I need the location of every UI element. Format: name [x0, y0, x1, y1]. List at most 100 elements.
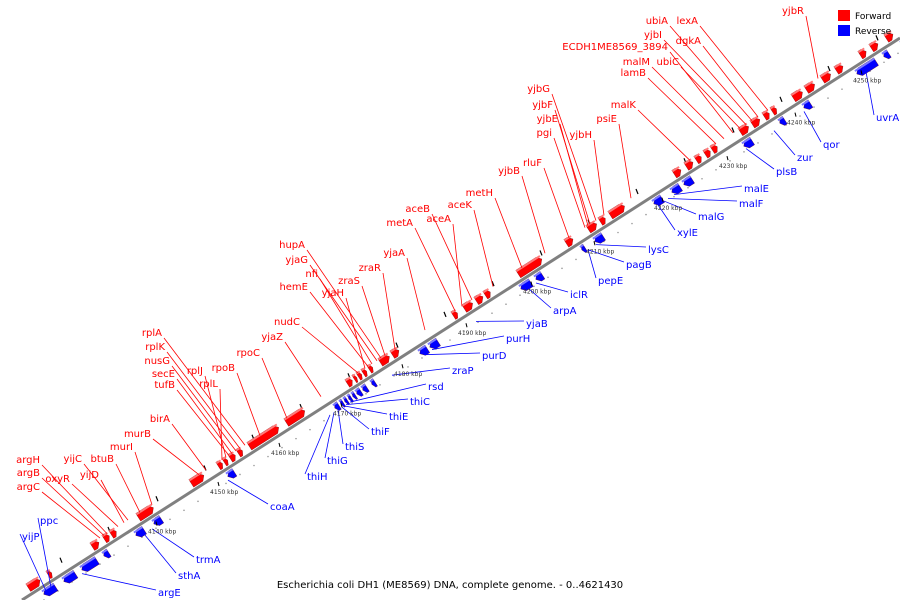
leader-line: [19, 533, 49, 596]
gene-arrow-forward: [227, 451, 236, 463]
tick-mark: [155, 496, 159, 502]
gene-label: plsB: [776, 167, 797, 178]
leader-line: [587, 249, 597, 279]
gene-arrow-forward: [883, 30, 894, 43]
leader-line: [667, 198, 738, 202]
gene-arrow-reverse: [669, 183, 683, 195]
gene-label: ECDH1ME8569_3894: [562, 42, 668, 53]
tick-dot: [309, 428, 311, 431]
gene-arrow-reverse: [518, 278, 534, 291]
gene-arrow-forward: [563, 235, 574, 248]
leader-line: [452, 223, 463, 307]
gene-arrow-reverse: [579, 243, 588, 253]
tick-mark: [661, 197, 664, 202]
legend: Forward Reverse: [838, 10, 892, 37]
gene-arrow-forward: [702, 147, 711, 159]
tick-dot: [155, 527, 157, 530]
leader-line: [143, 533, 177, 574]
gene-label: rplK: [145, 342, 165, 353]
genome-backbone: [21, 36, 900, 600]
gene-label: yjbI: [644, 30, 662, 41]
gene-arrow-reverse: [332, 401, 342, 411]
gene-label: sthA: [178, 571, 200, 582]
gene-label: rluF: [523, 158, 542, 169]
label-leaders: [19, 15, 875, 596]
gene-arrow-forward: [450, 309, 458, 320]
gene-arrow-forward: [235, 446, 243, 458]
gene-label: aceK: [448, 200, 473, 211]
leader-line: [171, 365, 237, 452]
tick-mark: [875, 35, 879, 41]
tick-dot: [687, 186, 689, 189]
gene-label: lysC: [648, 245, 669, 256]
gene-label: nfi: [305, 269, 318, 280]
gene-label: thiH: [307, 472, 328, 483]
gene-label: rplA: [142, 328, 162, 339]
leader-line: [261, 357, 288, 419]
tick-dot: [743, 151, 745, 153]
tick-dot: [617, 231, 619, 234]
tick-mark: [726, 156, 729, 161]
leader-line: [284, 341, 322, 397]
gene-label: pgi: [537, 128, 552, 139]
gene-arrow-forward: [769, 104, 777, 116]
leader-line: [543, 167, 570, 239]
tick-dot: [729, 160, 731, 162]
tick-label: 4170 kbp: [333, 410, 361, 417]
gene-label: zraR: [359, 263, 381, 274]
leader-line: [647, 77, 717, 145]
gene-label: hemE: [279, 282, 308, 293]
gene-label: rsd: [428, 382, 444, 393]
leader-line: [41, 491, 101, 539]
gene-arrow-reverse: [427, 337, 441, 350]
gene-arrow-reverse: [225, 468, 238, 479]
gene-label: zraP: [452, 366, 474, 377]
tick-dot: [715, 168, 717, 171]
gene-label: oxyR: [45, 474, 70, 485]
tick-dot: [827, 97, 829, 99]
gene-arrow-reverse: [854, 57, 879, 76]
tick-mark: [278, 442, 281, 448]
legend-forward-label: Forward: [855, 12, 891, 22]
leader-line: [473, 209, 494, 287]
gene-label: purD: [482, 351, 507, 362]
leader-line: [651, 66, 725, 139]
gene-label: coaA: [270, 502, 295, 513]
tick-dot: [211, 491, 213, 494]
leader-line: [361, 285, 386, 356]
leader-line: [805, 15, 819, 79]
gene-label: dgkA: [676, 36, 701, 47]
tick-dot: [379, 384, 381, 386]
tick-label: 4190 kbp: [458, 330, 486, 337]
leader-line: [134, 451, 153, 505]
tick-mark: [860, 70, 863, 75]
tick-label: 4160 kbp: [271, 450, 299, 457]
gene-label: pagB: [626, 260, 652, 271]
gene-arrow-forward: [482, 288, 491, 300]
tick-dot: [883, 61, 885, 64]
gene-arrow-forward: [761, 109, 770, 121]
leader-line: [345, 297, 366, 369]
gene-label: yijC: [64, 454, 82, 465]
gene-arrow-reverse: [61, 570, 79, 584]
gene-arrow-reverse: [101, 548, 112, 559]
gene-label: yjaH: [322, 288, 344, 299]
leader-line: [41, 477, 105, 536]
leader-line: [391, 367, 451, 376]
gene-label: malM: [623, 57, 650, 68]
leader-line: [587, 249, 625, 263]
tick-dot: [197, 500, 199, 503]
tick-dot: [351, 401, 353, 404]
genome-caption: Escherichia coli DH1 (ME8569) DNA, compl…: [277, 580, 623, 591]
tick-mark: [593, 241, 596, 246]
leader-line: [593, 139, 605, 216]
tick-mark: [491, 280, 495, 287]
leader-line: [663, 200, 697, 215]
gene-arrow-forward: [819, 70, 831, 84]
leader-line: [236, 372, 261, 436]
gene-label: tufB: [154, 380, 175, 391]
gene-arrow-forward: [344, 376, 353, 388]
gene-label: yjbB: [498, 166, 520, 177]
gene-label: murB: [124, 429, 151, 440]
tick-mark: [155, 521, 158, 526]
